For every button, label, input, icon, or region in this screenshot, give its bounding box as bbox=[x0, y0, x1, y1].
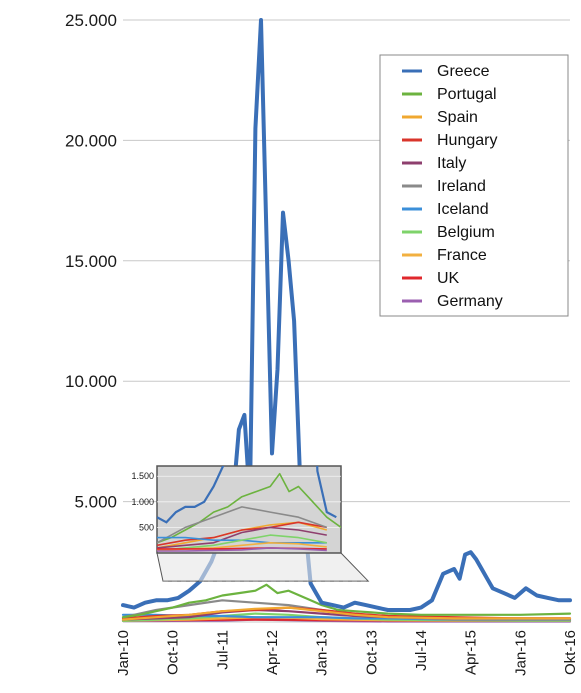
legend-box bbox=[379, 54, 569, 317]
x-tick-label: Jan-13 bbox=[314, 630, 331, 676]
series-line-portugal bbox=[121, 583, 572, 619]
x-tick-label: Apr-15 bbox=[463, 630, 480, 675]
inset-line-belgium bbox=[157, 534, 327, 552]
x-tick-label: Jan-10 bbox=[115, 630, 132, 676]
series-line-spain bbox=[121, 606, 572, 621]
x-tick-label: Oct-13 bbox=[363, 630, 380, 675]
inset-series bbox=[157, 466, 341, 552]
x-axis-ticks: Jan-10 Oct-10 Jul-11 Apr-12 Jan-13 Oct-13 Jul-… bbox=[115, 630, 579, 676]
x-tick-label: Jul-14 bbox=[413, 630, 430, 671]
x-tick-label: Apr-12 bbox=[264, 630, 281, 675]
y-tick-label: 15.000 bbox=[65, 252, 117, 271]
inset-connector bbox=[156, 552, 370, 582]
legend-label: UK bbox=[437, 270, 460, 287]
legend-label: Ireland bbox=[437, 178, 486, 195]
x-tick-label: Oct-10 bbox=[165, 630, 182, 675]
legend: Greece Portugal Spain Hungary Italy Ireland Ic… bbox=[379, 54, 569, 317]
inset-line-italy bbox=[157, 526, 327, 549]
zoom-inset: 500 1.500 1.000 bbox=[131, 465, 370, 582]
inset-line-greece bbox=[157, 466, 337, 524]
y-tick-label: 20.000 bbox=[65, 131, 117, 150]
legend-label: Spain bbox=[437, 109, 478, 126]
inset-line-portugal bbox=[157, 472, 341, 544]
y-axis-ticks: 5.000 10.000 15.000 20.000 25.000 bbox=[65, 11, 117, 512]
legend-label: France bbox=[437, 247, 487, 264]
legend-label: Germany bbox=[437, 293, 503, 310]
x-tick-label: Okt-16 bbox=[562, 630, 579, 675]
legend-label: Portugal bbox=[437, 86, 497, 103]
x-tick-label: Jul-11 bbox=[214, 630, 231, 670]
inset-y-tick-label: 1.000 bbox=[131, 497, 154, 507]
legend-label: Hungary bbox=[437, 132, 497, 149]
inset-line-germany bbox=[157, 547, 327, 552]
inset-y-tick-label: 1.500 bbox=[131, 471, 154, 481]
inset-line-hungary bbox=[157, 521, 327, 547]
y-tick-label: 5.000 bbox=[74, 493, 117, 512]
series-line-ireland bbox=[121, 599, 572, 621]
legend-label: Italy bbox=[437, 155, 466, 172]
legend-label: Greece bbox=[437, 63, 490, 80]
inset-line-ireland bbox=[157, 506, 328, 544]
y-tick-label: 10.000 bbox=[65, 372, 117, 391]
legend-label: Iceland bbox=[437, 201, 489, 218]
legend-label: Belgium bbox=[437, 224, 495, 241]
inset-y-tick-label: 500 bbox=[139, 522, 154, 532]
y-tick-label: 25.000 bbox=[65, 11, 117, 30]
x-tick-label: Jan-16 bbox=[512, 630, 529, 676]
